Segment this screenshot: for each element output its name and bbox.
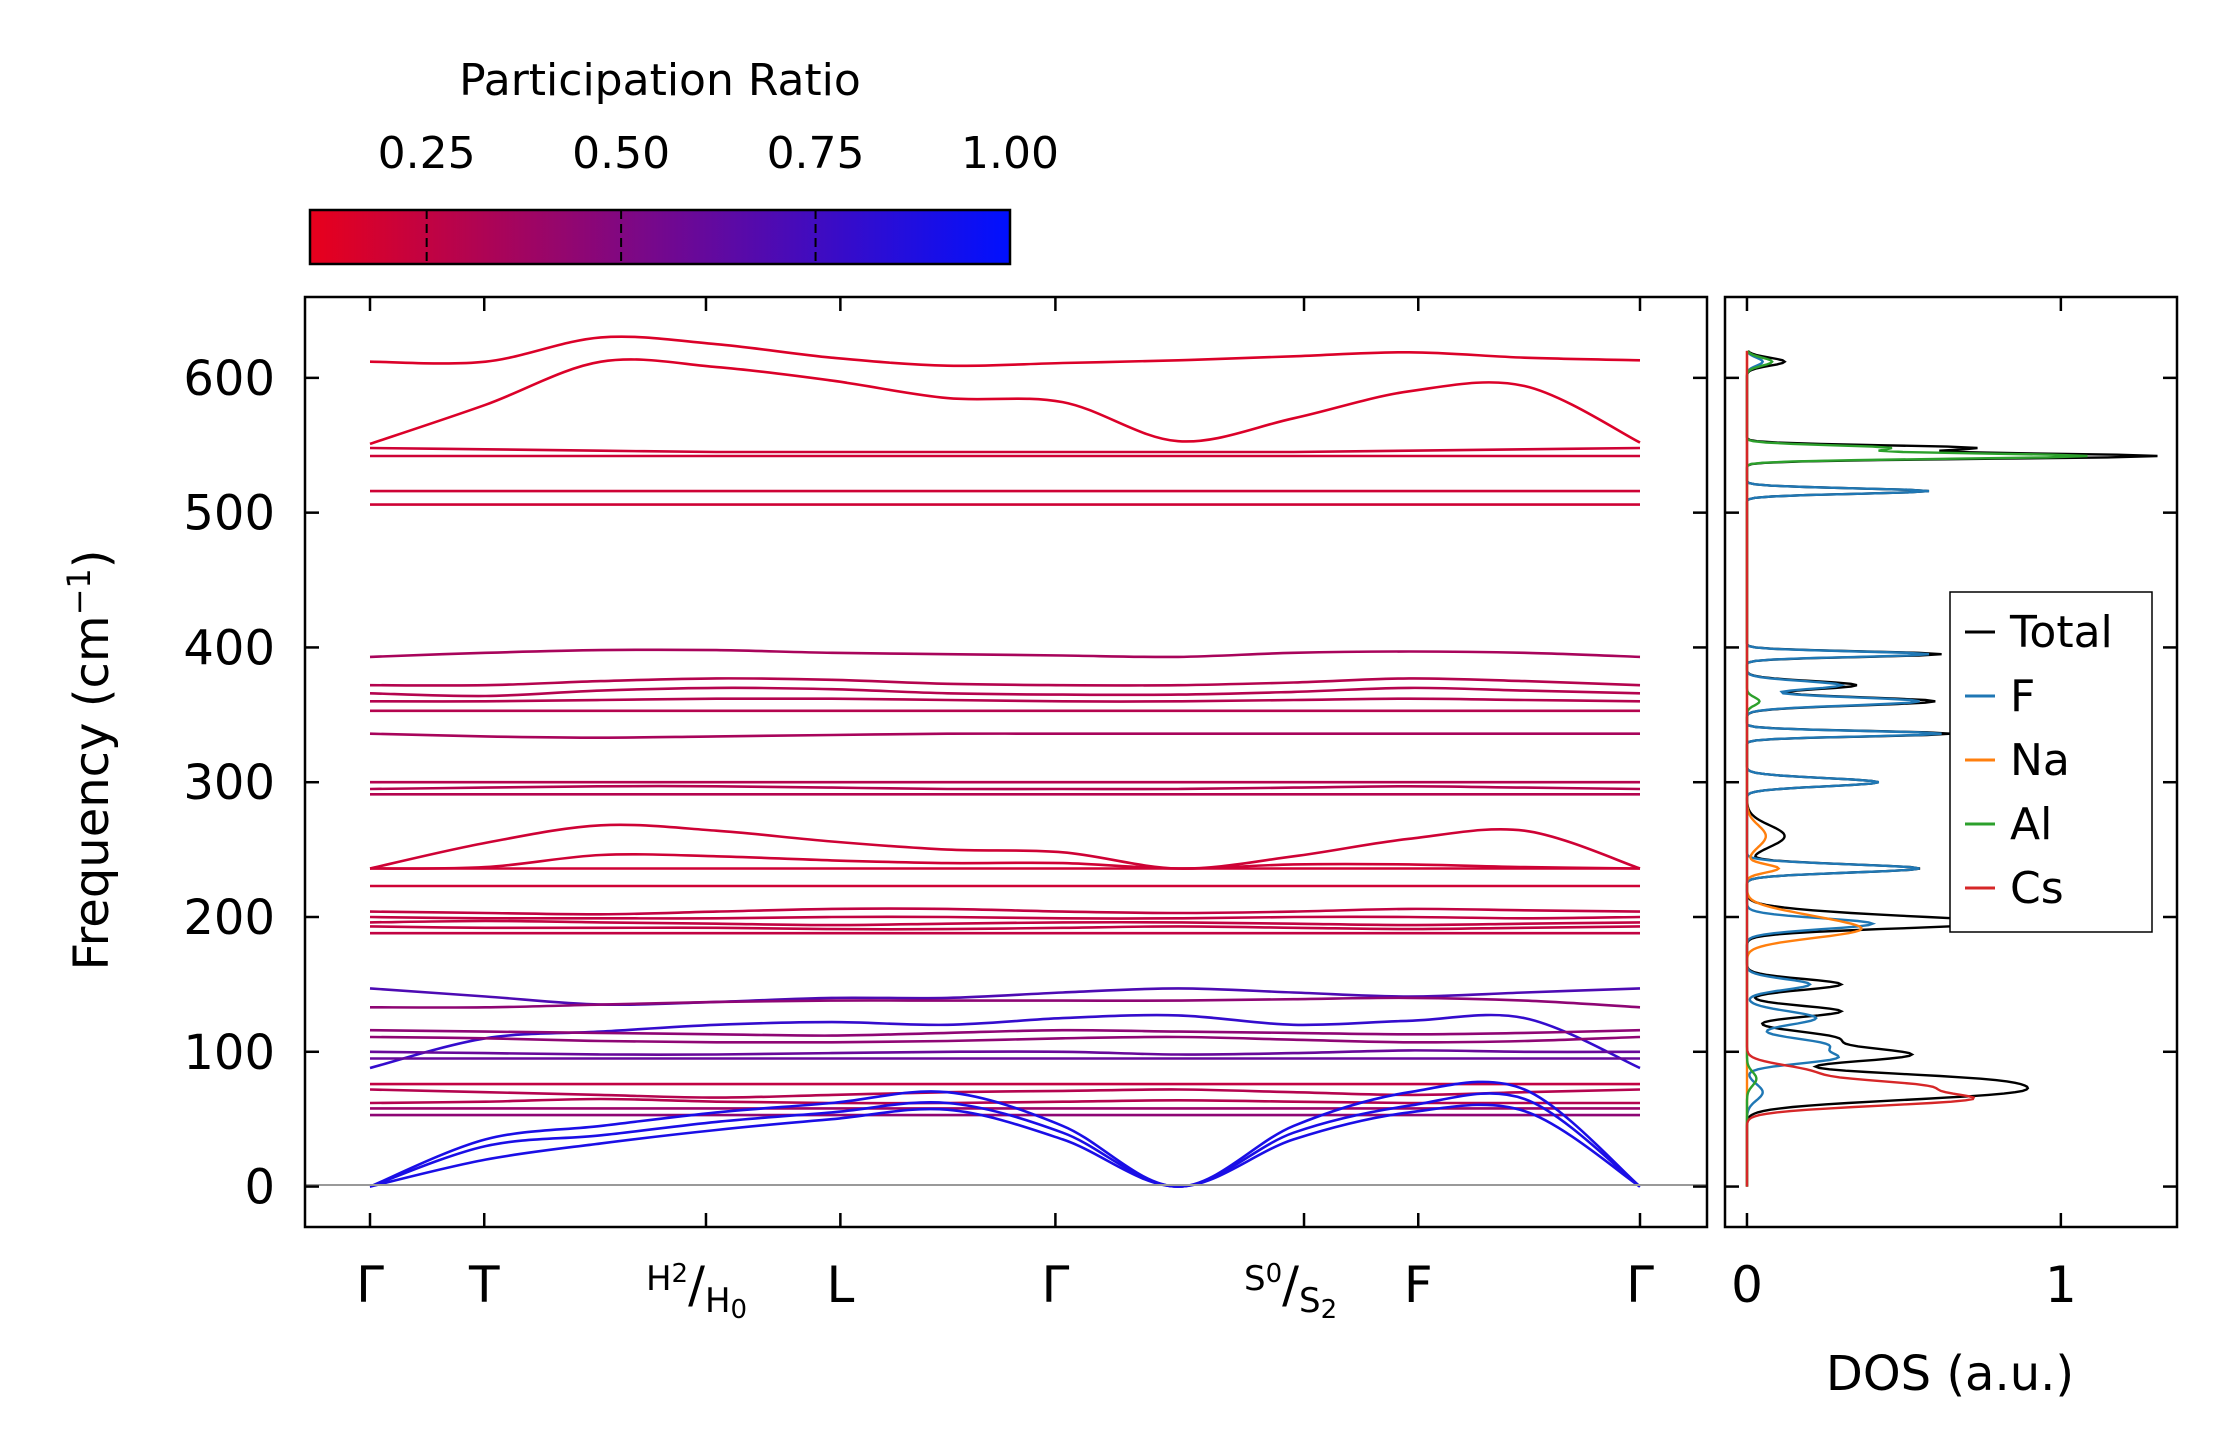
k-label-slash: / xyxy=(1282,1256,1299,1314)
y-axis-label-sup: −1 xyxy=(60,568,98,615)
legend-label: Na xyxy=(2010,735,2070,786)
k-label-b: H xyxy=(705,1281,731,1321)
band-axes-frame xyxy=(303,295,1709,1229)
legend-label: Cs xyxy=(2010,863,2064,914)
colorbar-ticks: 0.25 0.50 0.75 1.00 xyxy=(378,128,1059,264)
k-label: Γ xyxy=(1041,1256,1069,1314)
band-line-1 xyxy=(369,358,1641,446)
dos-series-cs xyxy=(1745,350,1976,1187)
band-line-37 xyxy=(369,1092,1641,1188)
colorbar: Participation Ratio 0.25 0.50 0.75 1.00 xyxy=(308,55,1059,266)
k-label-a: H xyxy=(646,1259,672,1299)
y-tick-label: 100 xyxy=(183,1025,275,1081)
k-label: L xyxy=(826,1256,854,1314)
band-line-24 xyxy=(369,987,1641,1007)
band-line-0 xyxy=(369,335,1641,368)
y-tick-label: 500 xyxy=(183,486,275,542)
band-line-11 xyxy=(369,732,1640,740)
dos-x-tick-label: 1 xyxy=(2045,1256,2077,1314)
y-tick-label: 300 xyxy=(183,755,275,811)
band-line-36 xyxy=(369,1080,1641,1188)
colorbar-tick-label: 1.00 xyxy=(961,128,1059,179)
band-line-21 xyxy=(369,919,1641,927)
k-label-a-sub: 2 xyxy=(672,1259,689,1289)
band-line-33 xyxy=(369,1097,1640,1105)
y-tick-label: 0 xyxy=(244,1160,275,1216)
k-label: T xyxy=(468,1256,500,1314)
legend-label: Al xyxy=(2010,799,2052,850)
band-line-29 xyxy=(369,1049,1641,1056)
colorbar-title: Participation Ratio xyxy=(459,55,861,106)
legend-label: Total xyxy=(2009,607,2113,658)
band-line-16 xyxy=(369,853,1641,870)
k-label-slash: / xyxy=(688,1256,705,1314)
y-axis-label: Frequency (cm−1) xyxy=(60,549,120,970)
band-line-32 xyxy=(369,1088,1641,1099)
dos-lines xyxy=(1745,350,2158,1187)
y-tick-label: 600 xyxy=(183,351,275,407)
band-line-38 xyxy=(369,1103,1641,1188)
band-lines xyxy=(369,335,1641,1188)
k-path-ticks: Γ T H2/H0 L Γ S0/S2 F Γ xyxy=(356,297,1654,1325)
k-label: Γ xyxy=(1626,1256,1654,1314)
dos-x-axis-label: DOS (a.u.) xyxy=(1826,1346,2074,1402)
band-line-13 xyxy=(369,784,1641,791)
y-axis-ticks: 0 100 200 300 400 500 600 xyxy=(183,351,1707,1216)
dos-axes-frame xyxy=(1723,295,2179,1229)
k-label-b-sub: 0 xyxy=(731,1295,748,1325)
band-line-7 xyxy=(369,677,1641,687)
k-label-split: S0/S2 xyxy=(1244,1256,1337,1325)
band-line-19 xyxy=(369,907,1641,916)
k-label-b-sub: 2 xyxy=(1321,1295,1338,1325)
y-axis-label-close: ) xyxy=(64,549,120,568)
k-label-a: S xyxy=(1244,1259,1266,1299)
k-label-a-sub: 0 xyxy=(1266,1259,1283,1289)
colorbar-tick-label: 0.25 xyxy=(378,128,476,179)
band-line-28 xyxy=(369,1035,1641,1044)
k-label: F xyxy=(1404,1256,1433,1314)
y-tick-label: 200 xyxy=(183,890,275,946)
band-line-25 xyxy=(369,996,1641,1009)
colorbar-tick-label: 0.50 xyxy=(572,128,670,179)
band-line-15 xyxy=(369,823,1641,870)
y-axis-label-text: Frequency (cm xyxy=(64,615,120,970)
band-line-20 xyxy=(369,915,1641,920)
y-tick-label: 400 xyxy=(183,620,275,676)
legend-frame xyxy=(1949,591,2153,933)
dos-x-tick-label: 0 xyxy=(1731,1256,1763,1314)
k-label-split: H2/H0 xyxy=(646,1256,747,1325)
colorbar-tick-label: 0.75 xyxy=(767,128,865,179)
band-line-22 xyxy=(369,925,1641,931)
band-line-8 xyxy=(369,686,1641,698)
band-line-9 xyxy=(369,697,1641,703)
dos-legend: Total F Na Al Cs xyxy=(1949,591,2153,933)
k-label: Γ xyxy=(356,1256,384,1314)
band-line-2 xyxy=(369,446,1641,454)
band-line-6 xyxy=(369,648,1641,659)
legend-label: F xyxy=(2010,671,2035,722)
k-label-b: S xyxy=(1299,1281,1321,1321)
band-line-27 xyxy=(369,1028,1641,1037)
colorbar-gradient xyxy=(308,208,1012,266)
